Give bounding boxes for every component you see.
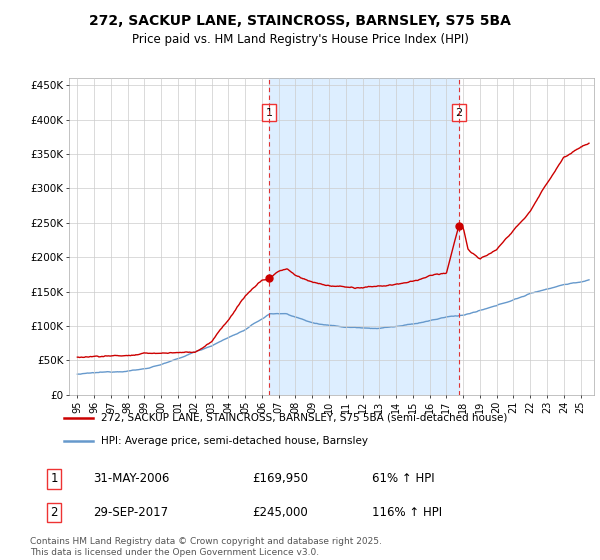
Text: 29-SEP-2017: 29-SEP-2017 <box>93 506 168 519</box>
Text: 272, SACKUP LANE, STAINCROSS, BARNSLEY, S75 5BA: 272, SACKUP LANE, STAINCROSS, BARNSLEY, … <box>89 14 511 28</box>
Text: 116% ↑ HPI: 116% ↑ HPI <box>372 506 442 519</box>
Bar <box>269 78 459 395</box>
Text: 1: 1 <box>265 108 272 118</box>
Text: 2: 2 <box>50 506 58 519</box>
Text: 61% ↑ HPI: 61% ↑ HPI <box>372 472 434 486</box>
Text: Contains HM Land Registry data © Crown copyright and database right 2025.
This d: Contains HM Land Registry data © Crown c… <box>30 537 382 557</box>
Text: 1: 1 <box>50 472 58 486</box>
Text: HPI: Average price, semi-detached house, Barnsley: HPI: Average price, semi-detached house,… <box>101 436 368 446</box>
Text: £245,000: £245,000 <box>252 506 308 519</box>
Text: 2: 2 <box>455 108 463 118</box>
Text: £169,950: £169,950 <box>252 472 308 486</box>
Text: 272, SACKUP LANE, STAINCROSS, BARNSLEY, S75 5BA (semi-detached house): 272, SACKUP LANE, STAINCROSS, BARNSLEY, … <box>101 413 508 423</box>
Text: 31-MAY-2006: 31-MAY-2006 <box>93 472 169 486</box>
Text: Price paid vs. HM Land Registry's House Price Index (HPI): Price paid vs. HM Land Registry's House … <box>131 32 469 46</box>
